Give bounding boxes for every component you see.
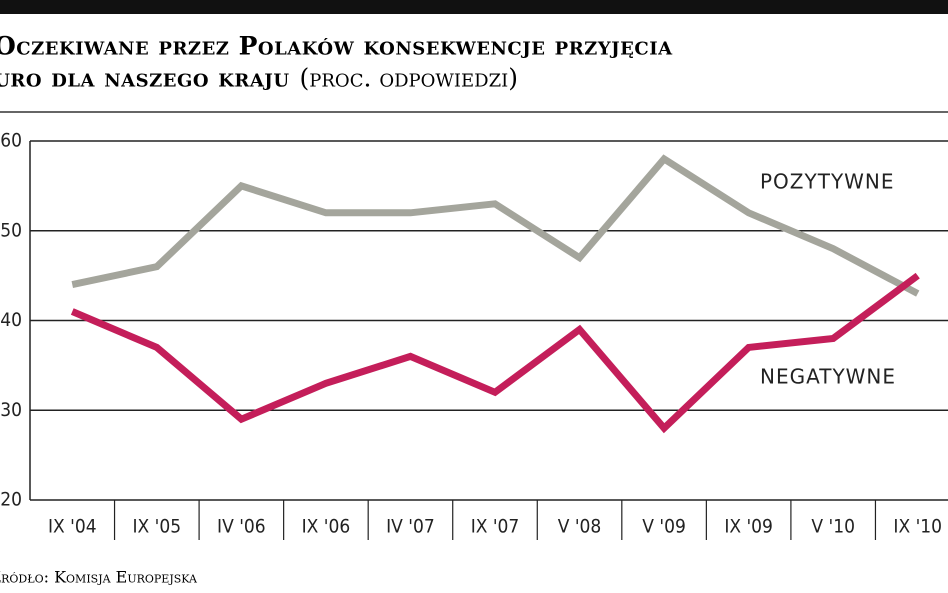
chart-title: Oczekiwane przez Polaków konsekwencje pr… — [0, 32, 673, 61]
y-tick-label: 30 — [0, 399, 22, 421]
series-line — [70, 272, 920, 434]
chart-subtitle: (proc. odpowiedzi) — [300, 64, 518, 93]
series-line — [71, 154, 920, 297]
y-tick-label: 60 — [0, 130, 22, 152]
y-tick-label: 50 — [0, 219, 22, 241]
x-tick-label: IX '10 — [893, 516, 942, 538]
y-tick-label: 40 — [0, 309, 22, 331]
x-tick-label: IV '07 — [386, 516, 435, 538]
x-tick-label: V '09 — [642, 516, 686, 538]
x-tick-label: IX '06 — [302, 516, 351, 538]
series-label: NEGATYWNE — [760, 365, 896, 389]
x-tick-label: IX '07 — [471, 516, 520, 538]
y-tick-label: 20 — [0, 489, 22, 511]
x-tick-label: IX '05 — [133, 516, 182, 538]
x-tick-label: V '10 — [811, 516, 855, 538]
source: Źródło: Komisja Europejska — [0, 567, 198, 587]
series-label: POZYTYWNE — [760, 170, 895, 194]
top-bar — [0, 0, 948, 14]
x-tick-label: IX '09 — [724, 516, 773, 538]
x-tick-label: IV '06 — [217, 516, 266, 538]
chart-title: euro dla naszego kraju — [0, 64, 290, 93]
x-tick-label: V '08 — [558, 516, 602, 538]
x-tick-label: IX '04 — [48, 516, 97, 538]
